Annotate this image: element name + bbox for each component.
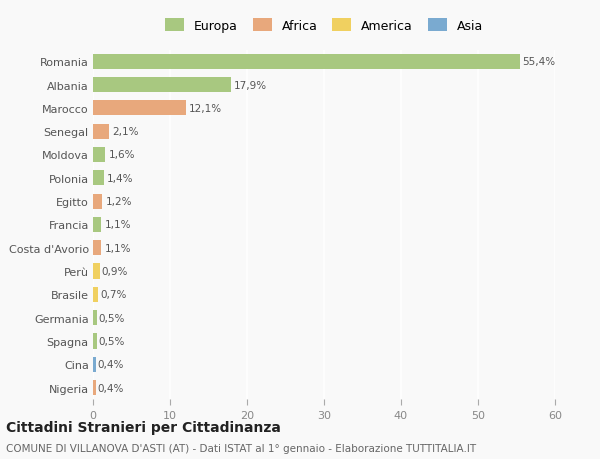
Bar bbox=[93, 218, 101, 232]
Text: 12,1%: 12,1% bbox=[189, 104, 223, 114]
Text: 1,1%: 1,1% bbox=[104, 243, 131, 253]
Text: 0,4%: 0,4% bbox=[98, 359, 124, 369]
Text: 1,1%: 1,1% bbox=[104, 220, 131, 230]
Bar bbox=[93, 194, 102, 209]
Bar bbox=[93, 55, 520, 70]
Legend: Europa, Africa, America, Asia: Europa, Africa, America, Asia bbox=[163, 17, 485, 35]
Bar bbox=[93, 287, 98, 302]
Text: 17,9%: 17,9% bbox=[234, 80, 267, 90]
Bar bbox=[93, 241, 101, 256]
Bar bbox=[93, 380, 96, 395]
Bar bbox=[93, 101, 186, 116]
Text: COMUNE DI VILLANOVA D'ASTI (AT) - Dati ISTAT al 1° gennaio - Elaborazione TUTTIT: COMUNE DI VILLANOVA D'ASTI (AT) - Dati I… bbox=[6, 443, 476, 453]
Text: 0,4%: 0,4% bbox=[98, 383, 124, 393]
Text: 2,1%: 2,1% bbox=[112, 127, 139, 137]
Text: 55,4%: 55,4% bbox=[523, 57, 556, 67]
Bar bbox=[93, 264, 100, 279]
Text: 0,5%: 0,5% bbox=[98, 336, 125, 346]
Bar bbox=[93, 357, 96, 372]
Text: 0,9%: 0,9% bbox=[101, 266, 128, 276]
Bar bbox=[93, 148, 106, 162]
Bar bbox=[93, 78, 231, 93]
Text: 0,5%: 0,5% bbox=[98, 313, 125, 323]
Text: 1,2%: 1,2% bbox=[106, 196, 132, 207]
Text: 1,4%: 1,4% bbox=[107, 174, 133, 184]
Bar bbox=[93, 334, 97, 349]
Text: Cittadini Stranieri per Cittadinanza: Cittadini Stranieri per Cittadinanza bbox=[6, 420, 281, 434]
Text: 0,7%: 0,7% bbox=[100, 290, 127, 300]
Bar bbox=[93, 171, 104, 186]
Text: 1,6%: 1,6% bbox=[109, 150, 135, 160]
Bar bbox=[93, 124, 109, 140]
Bar bbox=[93, 310, 97, 325]
